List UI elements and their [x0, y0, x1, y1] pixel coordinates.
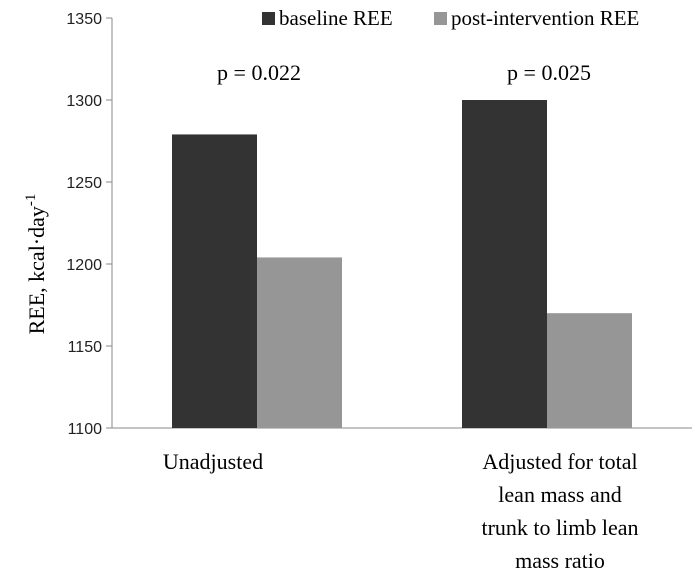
legend-swatch	[434, 12, 447, 25]
p-value-annotation: p = 0.025	[507, 60, 591, 85]
y-axis-label-text: REE, kcal·day	[24, 206, 49, 334]
category-label: lean mass and	[498, 482, 621, 507]
legend-label: baseline REE	[279, 6, 393, 30]
bar	[462, 100, 547, 428]
legend: baseline REE post-intervention REE	[262, 6, 639, 30]
legend-swatch	[262, 12, 275, 25]
y-tick-label: 1200	[66, 257, 102, 274]
bar	[547, 313, 632, 428]
annotations: p = 0.022 p = 0.025	[217, 60, 591, 85]
y-axis-label: REE, kcal·day-1	[23, 194, 49, 335]
category-label: trunk to limb lean	[481, 515, 638, 540]
y-axis: 1100 1150 1200 1250 1300 1350	[66, 11, 113, 438]
bars	[172, 100, 632, 428]
y-tick-label: 1350	[66, 11, 102, 28]
p-value-annotation: p = 0.022	[217, 60, 301, 85]
y-axis-label-superscript: -1	[23, 194, 39, 207]
bar	[257, 257, 342, 428]
y-tick-label: 1150	[68, 339, 103, 356]
category-labels: Unadjusted Adjusted for total lean mass an…	[163, 449, 639, 573]
legend-label: post-intervention REE	[451, 6, 639, 30]
bar	[172, 134, 257, 428]
category-label: Adjusted for total	[482, 449, 637, 474]
category-label: Unadjusted	[163, 449, 263, 474]
y-tick-label: 1100	[68, 421, 103, 438]
y-tick-label: 1250	[66, 175, 102, 192]
category-label: mass ratio	[515, 548, 605, 573]
y-tick-label: 1300	[66, 93, 102, 110]
